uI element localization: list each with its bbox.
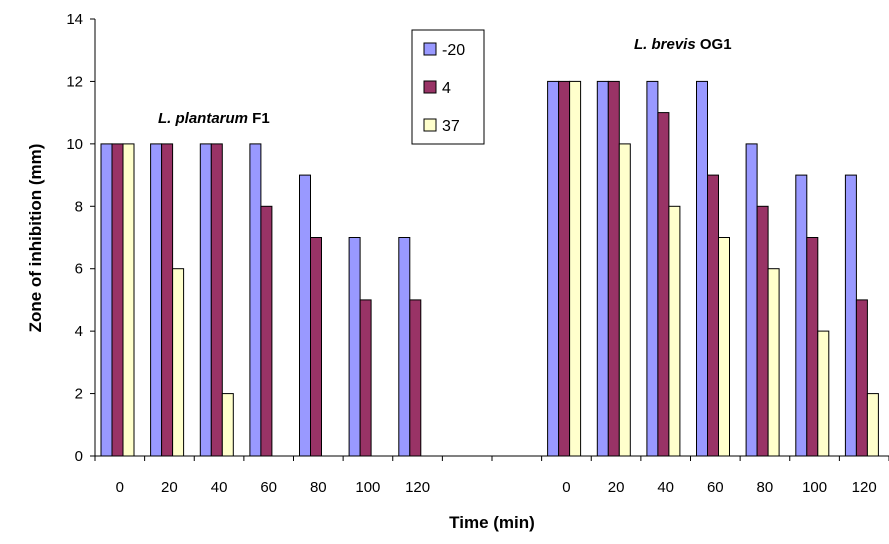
y-tick-label: 8 <box>75 198 83 215</box>
legend-label-minus20: -20 <box>442 42 465 59</box>
x-tick-label: 40 <box>657 479 674 496</box>
x-axis-title: Time (min) <box>449 513 535 532</box>
annotation-plantarum-strain: F1 <box>248 110 270 127</box>
x-tick-label: 120 <box>852 479 877 496</box>
annotation-brevis-strain: OG1 <box>696 36 732 53</box>
y-tick-label: 0 <box>75 448 83 465</box>
x-tick-label: 60 <box>707 479 724 496</box>
bar-series1-cat14 <box>806 237 819 457</box>
bar-series1-cat5 <box>359 299 372 457</box>
bar-series1-cat4 <box>310 237 322 457</box>
bar-series2-cat14 <box>817 330 830 457</box>
bar-series1-cat9 <box>558 80 571 457</box>
bar-series0-cat6 <box>398 237 411 457</box>
legend-label-37: 37 <box>442 118 460 135</box>
annotation-plantarum-italic: L. plantarum <box>158 110 248 127</box>
y-tick-label: 10 <box>66 136 83 153</box>
bar-series2-cat11 <box>668 205 681 457</box>
axes-layer <box>90 18 889 461</box>
annotation-plantarum: L. plantarum F1 <box>158 110 270 127</box>
bar-series0-cat14 <box>795 174 808 457</box>
x-tick-label: 20 <box>161 479 178 496</box>
y-axis-title: Zone of inhibition (mm) <box>26 144 45 333</box>
bars-layer <box>100 80 879 457</box>
bar-series0-cat5 <box>348 237 361 457</box>
bar-series1-cat10 <box>607 80 620 457</box>
y-tick-label: 12 <box>66 73 83 90</box>
bar-series2-cat15 <box>866 393 879 457</box>
x-tick-label: 20 <box>608 479 625 496</box>
y-tick-label: 6 <box>75 261 83 278</box>
bar-series0-cat12 <box>696 80 708 457</box>
y-tick-label: 2 <box>75 386 83 403</box>
y-tick-label: 4 <box>75 323 83 340</box>
bar-series0-cat11 <box>646 80 659 457</box>
tick-labels-layer: 0 2 4 6 8 10 12 14 0 20 40 60 80 100 120 0 20 40 60 80 100 12… <box>66 11 876 496</box>
bar-series1-cat13 <box>756 205 769 457</box>
bar-series2-cat2 <box>221 393 234 457</box>
bar-series2-cat13 <box>767 268 780 457</box>
bar-series0-cat0 <box>100 143 113 457</box>
x-tick-label: 60 <box>260 479 277 496</box>
x-tick-label: 80 <box>757 479 774 496</box>
x-tick-label: 40 <box>211 479 228 496</box>
bar-series1-cat15 <box>855 299 868 457</box>
legend-swatch-4 <box>423 80 437 94</box>
bar-series0-cat15 <box>844 174 857 457</box>
bar-series0-cat2 <box>199 143 212 457</box>
bar-series1-cat3 <box>260 205 273 457</box>
legend-swatch-37 <box>423 118 437 132</box>
bar-series0-cat3 <box>249 143 262 457</box>
bar-series2-cat1 <box>172 268 185 457</box>
bar-series0-cat10 <box>596 80 609 457</box>
bar-series0-cat9 <box>547 80 560 457</box>
bar-series1-cat12 <box>707 174 719 457</box>
bar-series1-cat6 <box>409 299 422 457</box>
bar-series2-cat10 <box>618 143 631 457</box>
x-tick-label: 0 <box>116 479 124 496</box>
bar-series0-cat4 <box>299 174 311 457</box>
x-tick-label: 80 <box>310 479 327 496</box>
bar-series1-cat0 <box>111 143 124 457</box>
bar-series1-cat11 <box>657 112 670 457</box>
bar-series1-cat1 <box>161 143 174 457</box>
y-tick-label: 14 <box>66 11 83 28</box>
legend: -20 4 37 <box>411 29 485 145</box>
x-tick-label: 100 <box>355 479 380 496</box>
bar-series0-cat1 <box>150 143 163 457</box>
x-tick-label: 100 <box>802 479 827 496</box>
annotation-brevis-italic: L. brevis <box>634 36 696 53</box>
annotation-brevis: L. brevis OG1 <box>634 36 732 53</box>
bar-series2-cat12 <box>718 237 730 457</box>
legend-label-4: 4 <box>442 80 451 97</box>
bar-series0-cat13 <box>745 143 758 457</box>
x-tick-label: 120 <box>405 479 430 496</box>
bar-series2-cat9 <box>569 80 582 457</box>
bar-series2-cat0 <box>122 143 135 457</box>
bar-series1-cat2 <box>210 143 223 457</box>
x-tick-label: 0 <box>562 479 570 496</box>
legend-swatch-minus20 <box>423 42 437 56</box>
